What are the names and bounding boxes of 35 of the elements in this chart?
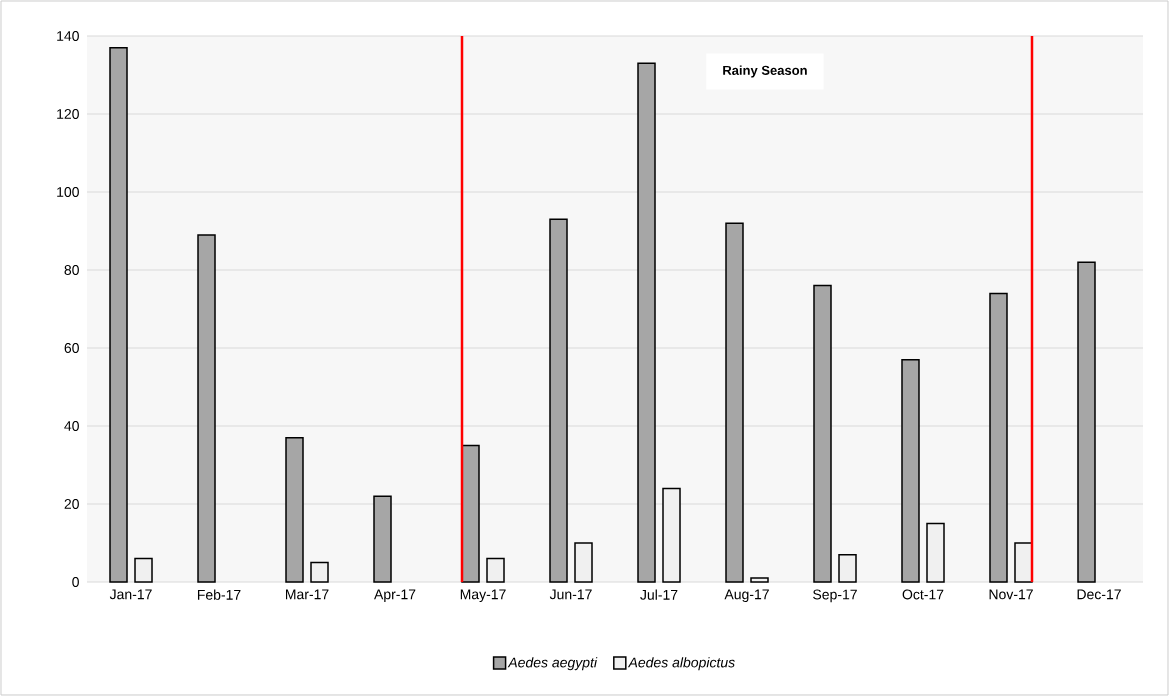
bar: [725, 222, 744, 583]
bar: [285, 436, 304, 583]
y-tick-label: 60: [64, 343, 79, 353]
y-tick-label: 100: [57, 187, 79, 197]
y-tick-label: 40: [64, 421, 79, 431]
legend-label: Aedes aegypti: [507, 657, 598, 671]
bar: [989, 292, 1008, 583]
x-tick-label: Jun-17: [549, 589, 592, 600]
x-tick-label: Dec-17: [1077, 589, 1121, 600]
x-tick-label: May-17: [460, 589, 506, 603]
bar: [637, 62, 656, 583]
bar: [461, 444, 480, 583]
x-tick-label: Jul-17: [640, 589, 678, 600]
x-tick-label: Feb-17: [197, 589, 241, 600]
bar: [549, 218, 568, 583]
y-tick-label: 20: [64, 499, 79, 509]
x-tick-label: Apr-17: [374, 589, 416, 603]
y-tick-label: 0: [72, 577, 79, 587]
y-tick-label: 80: [64, 265, 79, 275]
bar: [197, 234, 216, 583]
legend-label: Aedes albopictus: [627, 657, 735, 671]
annotation: Rainy Season: [723, 65, 807, 78]
y-tick-label: 120: [57, 109, 79, 119]
x-tick-label: Nov-17: [989, 589, 1033, 600]
x-tick-label: Aug-17: [724, 589, 769, 603]
x-tick-label: Sep-17: [813, 589, 857, 603]
bar: [373, 495, 392, 583]
bar: [1077, 261, 1096, 583]
x-tick-label: Mar-17: [285, 589, 329, 600]
bar: [813, 284, 832, 583]
x-tick-label: Jan-17: [109, 589, 152, 600]
bar: [109, 46, 128, 583]
y-tick-label: 140: [57, 31, 79, 41]
x-tick-label: Oct-17: [902, 589, 944, 600]
bar: [901, 358, 920, 583]
